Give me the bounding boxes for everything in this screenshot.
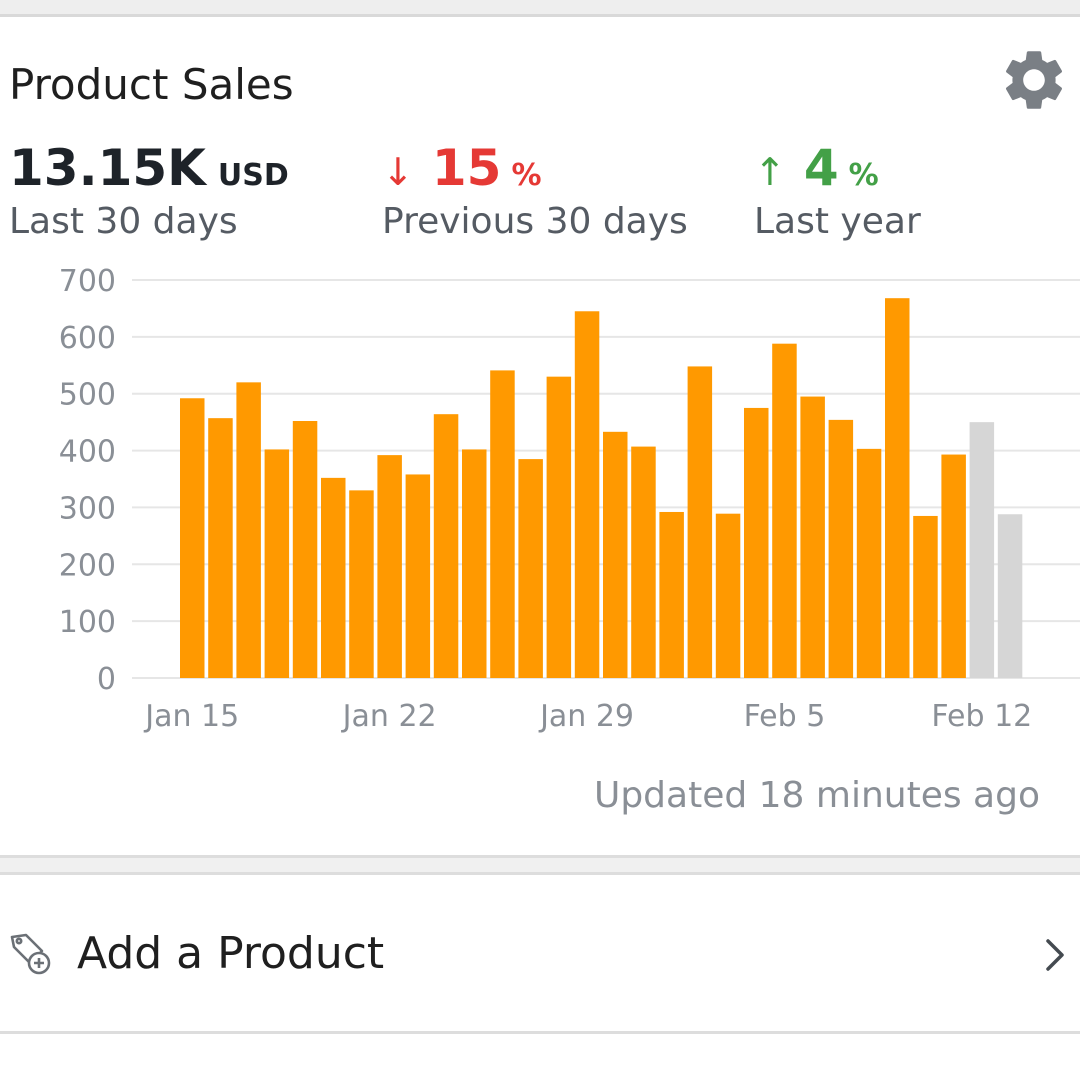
stat-previous-30-days: ↓ 15% Previous 30 days xyxy=(382,138,688,244)
year-change-value: 4 xyxy=(803,139,839,197)
x-tick-label: Jan 15 xyxy=(143,699,239,734)
x-tick-label: Feb 12 xyxy=(931,699,1032,734)
bar-pending xyxy=(969,422,995,678)
y-tick-label: 300 xyxy=(59,491,116,526)
x-tick-label: Jan 22 xyxy=(341,699,437,734)
bar xyxy=(462,449,487,678)
bar xyxy=(264,449,290,678)
y-tick-label: 400 xyxy=(59,435,116,470)
updated-timestamp: Updated 18 minutes ago xyxy=(593,775,1040,816)
bar xyxy=(828,419,854,678)
bar xyxy=(772,343,797,678)
bar xyxy=(687,366,713,678)
bar xyxy=(715,513,741,678)
bar xyxy=(349,490,374,678)
bar xyxy=(603,431,628,678)
bar xyxy=(405,474,431,678)
previous-change-unit: % xyxy=(511,158,542,193)
bar xyxy=(885,298,910,678)
bar xyxy=(292,421,318,678)
bar xyxy=(800,396,825,678)
bar xyxy=(377,455,402,678)
bar xyxy=(744,407,769,678)
bar xyxy=(433,414,459,678)
stat-last-30-days: 13.15K USD Last 30 days xyxy=(9,138,289,244)
gear-icon[interactable] xyxy=(998,44,1070,116)
bar xyxy=(913,515,938,678)
y-tick-label: 700 xyxy=(59,264,116,299)
stat-last-year: ↑ 4% Last year xyxy=(754,138,921,244)
add-product-row[interactable]: Add a Product xyxy=(0,875,1080,1033)
y-tick-label: 500 xyxy=(59,378,116,413)
x-tick-label: Jan 29 xyxy=(538,699,634,734)
bar xyxy=(490,370,515,678)
bar xyxy=(631,446,656,678)
card-title: Product Sales xyxy=(9,60,294,109)
previous-change-value: 15 xyxy=(431,139,502,197)
y-tick-label: 200 xyxy=(59,548,116,583)
stat-label-last-year: Last year xyxy=(754,201,921,242)
year-change-unit: % xyxy=(848,158,879,193)
x-tick-label: Feb 5 xyxy=(744,699,826,734)
bar xyxy=(574,311,600,678)
bar xyxy=(856,448,882,678)
y-tick-label: 100 xyxy=(59,605,116,640)
bar xyxy=(321,477,346,678)
bar xyxy=(236,382,261,678)
bar xyxy=(659,511,684,678)
sales-bar-chart: 0 100 200 300 400 500 600 700 Jan 15 Jan 22 Jan 29… xyxy=(59,264,1080,734)
chevron-right-icon xyxy=(1046,939,1064,971)
y-tick-label: 0 xyxy=(97,662,116,697)
stat-label-previous-30-days: Previous 30 days xyxy=(382,201,688,242)
bar xyxy=(180,398,205,678)
bottom-divider xyxy=(0,1031,1080,1034)
arrow-down-icon: ↓ xyxy=(382,150,414,194)
bar xyxy=(546,376,572,678)
tag-add-icon xyxy=(10,933,51,975)
arrow-up-icon: ↑ xyxy=(754,150,786,194)
sales-total-value: 13.15K xyxy=(9,139,206,197)
bar-pending xyxy=(997,514,1023,678)
top-divider xyxy=(0,0,1080,17)
add-product-label: Add a Product xyxy=(77,928,385,979)
bar xyxy=(941,454,966,678)
sales-currency: USD xyxy=(217,158,289,193)
section-gap xyxy=(0,855,1080,875)
y-tick-label: 600 xyxy=(59,321,116,356)
bar xyxy=(208,418,233,678)
bar xyxy=(518,459,543,678)
stat-label-last-30-days: Last 30 days xyxy=(9,201,238,242)
